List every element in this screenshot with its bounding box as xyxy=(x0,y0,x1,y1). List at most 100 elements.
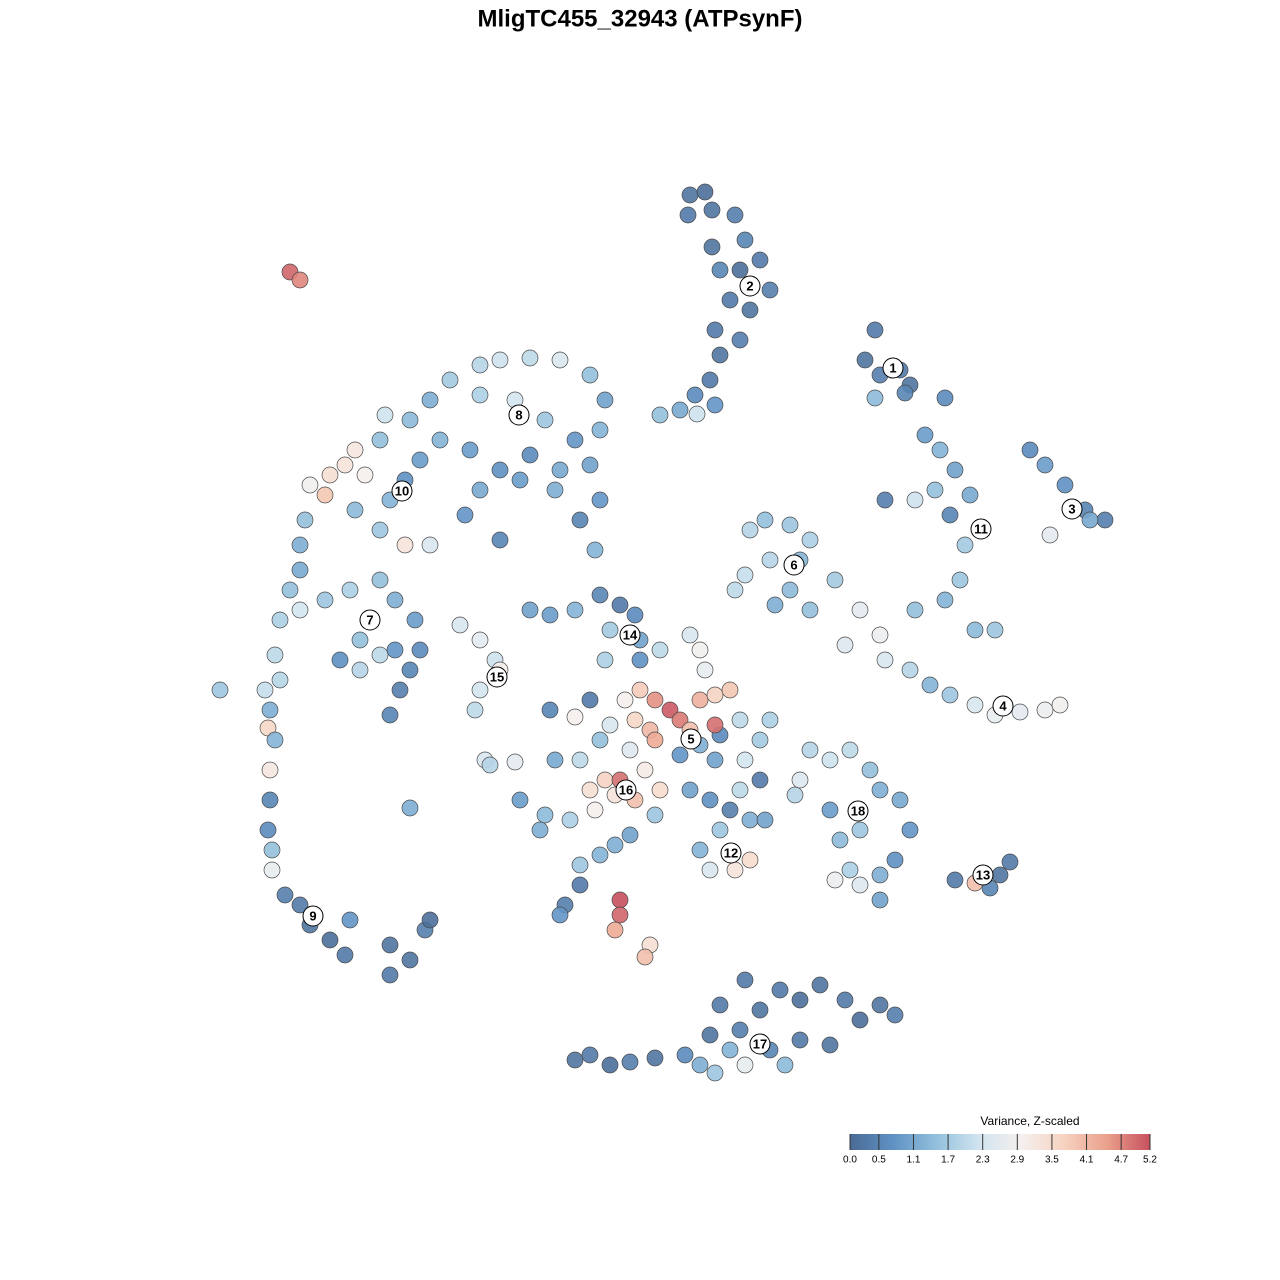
point xyxy=(791,771,809,789)
point xyxy=(601,621,619,639)
cluster-label: 11 xyxy=(974,521,988,536)
point xyxy=(679,206,697,224)
point xyxy=(771,981,789,999)
point xyxy=(1036,456,1054,474)
point xyxy=(561,811,579,829)
point xyxy=(1081,511,1099,529)
point xyxy=(291,271,309,289)
point xyxy=(721,681,739,699)
point xyxy=(491,531,509,549)
point xyxy=(706,396,724,414)
point xyxy=(371,646,389,664)
point xyxy=(351,631,369,649)
point xyxy=(1021,441,1039,459)
point xyxy=(703,238,721,256)
point xyxy=(541,606,559,624)
point xyxy=(636,761,654,779)
point xyxy=(671,746,689,764)
point xyxy=(851,1011,869,1029)
point xyxy=(591,846,609,864)
point xyxy=(886,851,904,869)
point xyxy=(966,621,984,639)
point xyxy=(826,571,844,589)
point xyxy=(591,586,609,604)
cluster-marker xyxy=(882,357,904,379)
point xyxy=(871,781,889,799)
point xyxy=(706,716,724,734)
point xyxy=(761,551,779,569)
point xyxy=(261,791,279,809)
point xyxy=(291,601,309,619)
point xyxy=(596,391,614,409)
point xyxy=(381,936,399,954)
cluster-label: 8 xyxy=(515,407,522,422)
cluster-marker xyxy=(970,518,992,540)
point xyxy=(736,231,754,249)
cluster-marker xyxy=(391,480,413,502)
point xyxy=(346,501,364,519)
point xyxy=(456,506,474,524)
point xyxy=(781,516,799,534)
point xyxy=(646,691,664,709)
point xyxy=(711,821,729,839)
point xyxy=(776,1056,794,1074)
point xyxy=(421,536,439,554)
point xyxy=(886,1006,904,1024)
point xyxy=(691,1056,709,1074)
point xyxy=(861,761,879,779)
point xyxy=(1001,853,1019,871)
point xyxy=(336,946,354,964)
point xyxy=(941,686,959,704)
point xyxy=(421,911,439,929)
point xyxy=(291,536,309,554)
point xyxy=(721,801,739,819)
chart-title: MligTC455_32943 (ATPsynF) xyxy=(478,5,803,32)
point xyxy=(316,591,334,609)
cluster-label: 18 xyxy=(851,803,865,818)
point xyxy=(921,676,939,694)
point xyxy=(461,441,479,459)
point xyxy=(581,456,599,474)
point xyxy=(703,201,721,219)
point xyxy=(606,836,624,854)
point xyxy=(531,821,549,839)
cluster-label: 15 xyxy=(490,669,504,684)
point xyxy=(931,441,949,459)
point xyxy=(396,536,414,554)
point xyxy=(681,186,699,204)
cluster-label: 4 xyxy=(999,698,1007,713)
point xyxy=(511,471,529,489)
point xyxy=(741,301,759,319)
point xyxy=(751,251,769,269)
point xyxy=(701,861,719,879)
point xyxy=(601,716,619,734)
cluster-label: 5 xyxy=(687,731,694,746)
point xyxy=(731,1021,749,1039)
colorbar xyxy=(850,1134,1150,1150)
point xyxy=(336,456,354,474)
point xyxy=(696,183,714,201)
point xyxy=(626,606,644,624)
cluster-marker xyxy=(992,695,1014,717)
point xyxy=(646,731,664,749)
cluster-marker xyxy=(619,624,641,646)
point xyxy=(611,596,629,614)
point xyxy=(706,751,724,769)
point xyxy=(791,991,809,1009)
cluster-label: 12 xyxy=(724,845,738,860)
cluster-marker xyxy=(749,1033,771,1055)
point xyxy=(721,1041,739,1059)
colorbar-tick-label: 4.7 xyxy=(1114,1155,1128,1166)
point xyxy=(726,206,744,224)
point xyxy=(691,641,709,659)
point xyxy=(351,661,369,679)
point xyxy=(691,691,709,709)
point xyxy=(836,991,854,1009)
point xyxy=(871,996,889,1014)
point xyxy=(581,691,599,709)
point xyxy=(606,921,624,939)
point xyxy=(766,596,784,614)
point xyxy=(406,611,424,629)
point xyxy=(926,481,944,499)
